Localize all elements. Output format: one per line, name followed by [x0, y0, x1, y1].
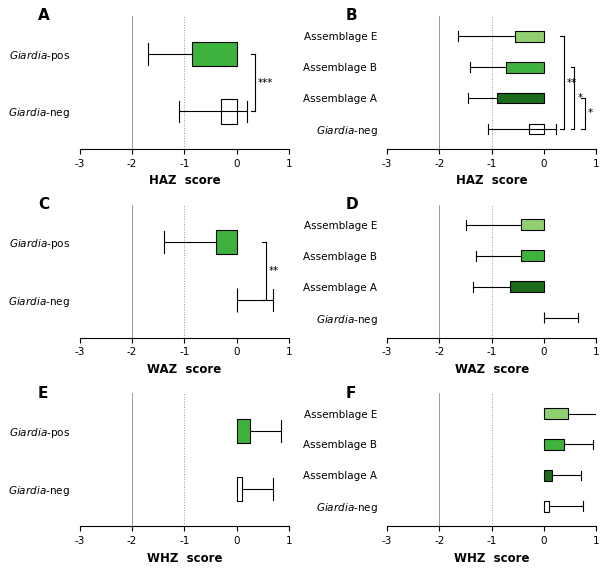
X-axis label: WHZ  score: WHZ score [147, 552, 222, 564]
Bar [497, 93, 544, 104]
Bar [221, 99, 237, 124]
Text: C: C [38, 197, 49, 212]
Bar [520, 250, 544, 261]
Bar [544, 501, 549, 512]
Bar [544, 470, 552, 481]
Bar [530, 124, 544, 134]
Text: B: B [345, 8, 357, 23]
Text: A: A [38, 8, 50, 23]
X-axis label: WAZ  score: WAZ score [455, 363, 529, 376]
Bar [510, 281, 544, 292]
X-axis label: HAZ  score: HAZ score [148, 174, 220, 187]
Text: D: D [345, 197, 358, 212]
Bar [192, 42, 237, 66]
Bar [237, 419, 250, 443]
Text: F: F [345, 386, 356, 401]
Bar [506, 62, 544, 73]
Text: *: * [578, 93, 582, 103]
Text: *: * [588, 108, 593, 119]
Text: **: ** [269, 266, 279, 276]
Text: E: E [38, 386, 49, 401]
Bar [216, 230, 237, 254]
X-axis label: WAZ  score: WAZ score [147, 363, 221, 376]
Bar [237, 477, 242, 501]
Text: **: ** [567, 77, 578, 88]
X-axis label: HAZ  score: HAZ score [456, 174, 528, 187]
Bar [520, 219, 544, 230]
Text: ***: *** [258, 77, 274, 88]
Bar [544, 439, 564, 450]
Bar [516, 31, 544, 42]
Bar [544, 408, 568, 419]
X-axis label: WHZ  score: WHZ score [454, 552, 530, 564]
